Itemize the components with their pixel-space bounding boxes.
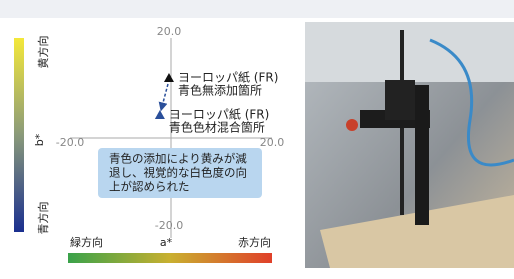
point (164, 73, 174, 82)
a-color-bar (68, 253, 272, 263)
b-color-bar (14, 38, 24, 232)
point-sublabel: 青色色材混合箇所 (169, 120, 265, 135)
photo (305, 22, 514, 268)
x-tick-label: -20.0 (56, 136, 84, 149)
trend-arrow (162, 84, 168, 107)
figure: b* a* 黄方向 青方向 緑方向 赤方向 -20.0 20.0 -20.0 20.0… (0, 0, 514, 279)
point-label: ヨーロッパ紙 (FR) (178, 70, 278, 85)
y-direction-label: 青方向 (36, 202, 50, 235)
y-tick-label: 20.0 (157, 25, 182, 38)
point-sublabel: 青色無添加箇所 (178, 83, 262, 98)
annotation-line: 退し、視覚的な白色度の向 (109, 166, 247, 180)
y-tick-label: -20.0 (155, 219, 183, 232)
x-axis-label: a* (160, 236, 173, 249)
top-band (0, 0, 514, 18)
point (155, 110, 165, 119)
y-axis-label: b* (33, 133, 46, 146)
y-direction-label: 黄方向 (36, 36, 50, 69)
point-label: ヨーロッパ紙 (FR) (169, 107, 269, 122)
annotation-line: 上が認められた (109, 180, 190, 194)
x-direction-label: 赤方向 (238, 235, 271, 249)
x-direction-label: 緑方向 (70, 235, 103, 249)
annotation-line: 青色の添加により黄みが減 (109, 152, 247, 166)
x-tick-label: 20.0 (260, 136, 285, 149)
